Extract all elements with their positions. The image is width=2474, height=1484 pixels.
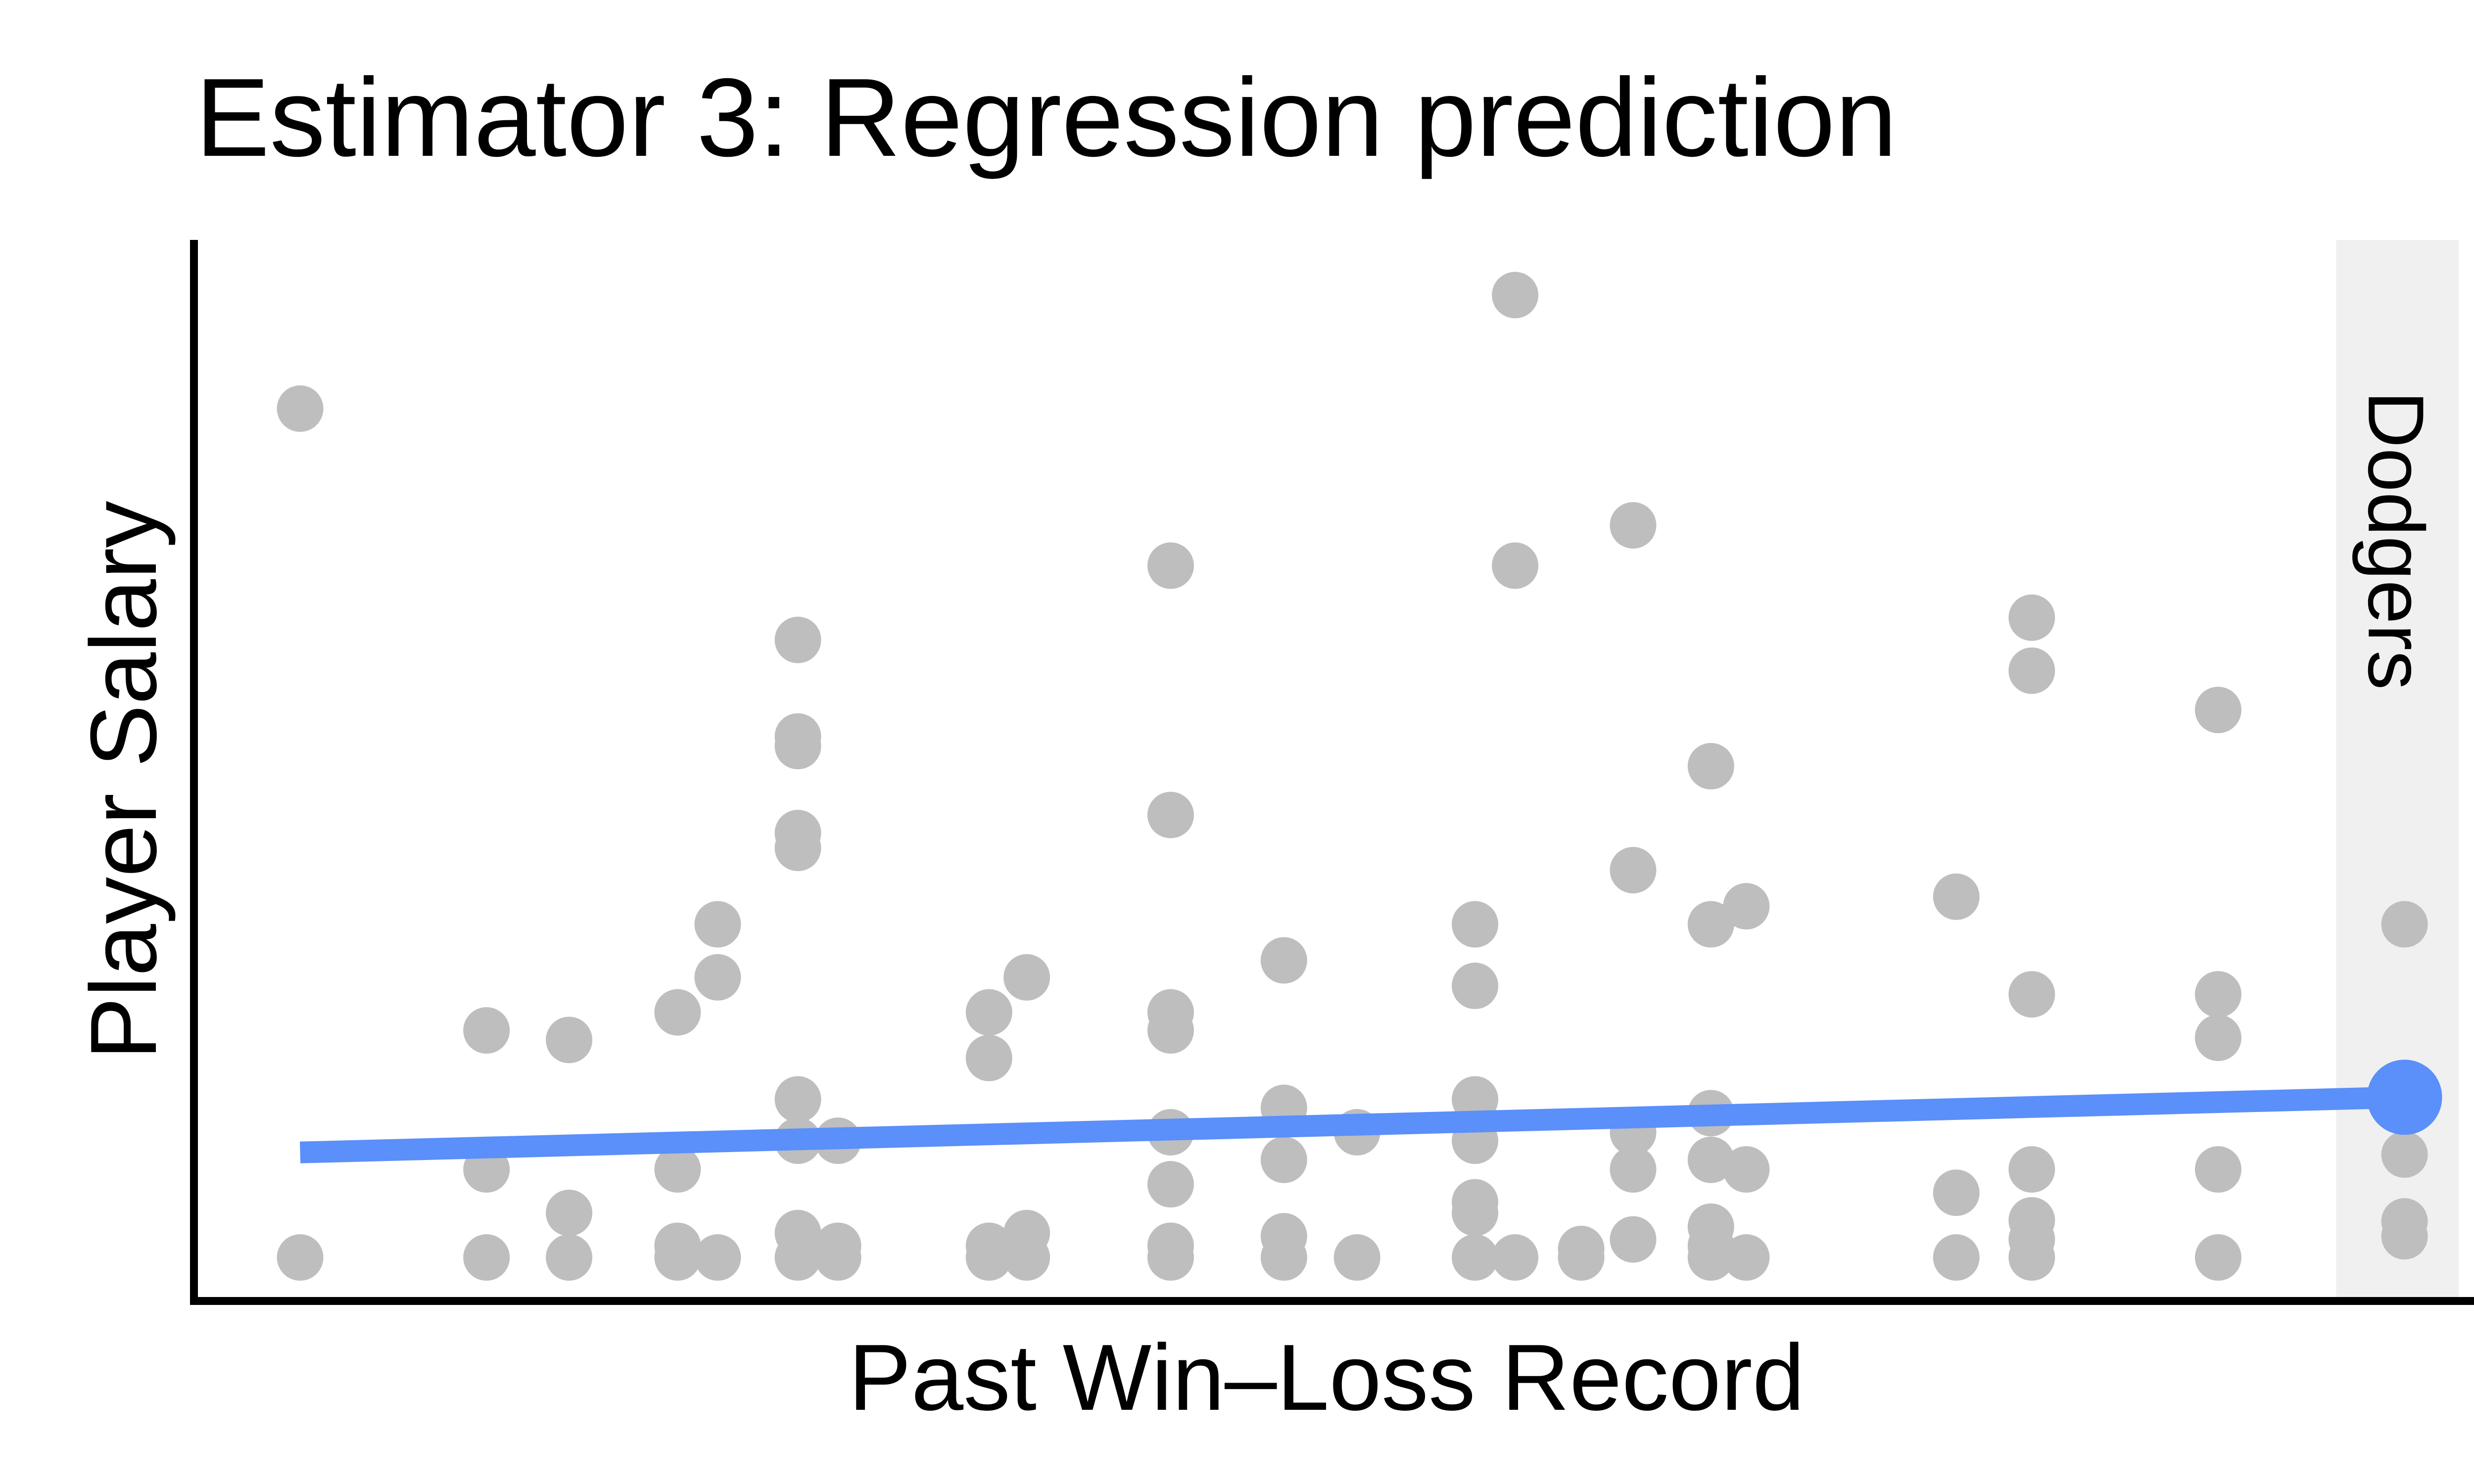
data-point [2008,594,2055,641]
data-point [774,1076,821,1123]
data-point [2194,1234,2241,1281]
data-point [654,989,701,1036]
data-point [2194,687,2241,734]
data-point [1260,1234,1307,1281]
data-point [2381,1213,2428,1260]
data-point [2381,1131,2428,1178]
data-point [1260,1136,1307,1183]
data-point [463,1234,510,1281]
data-point [2008,971,2055,1018]
regression-line [299,1086,2405,1163]
data-point [965,1234,1012,1281]
data-point [1610,1146,1657,1193]
data-point [1333,1234,1380,1281]
data-point [1003,1234,1050,1281]
data-point [774,723,821,770]
data-point [774,825,821,872]
data-point [1610,847,1657,894]
data-point [1933,1234,1980,1281]
data-point [694,901,741,948]
data-point [2194,1146,2241,1193]
data-point [694,954,741,1001]
data-point [1147,1234,1194,1281]
data-point [2194,1015,2241,1062]
data-point [1452,1189,1499,1236]
data-point [546,1017,593,1064]
y-axis-label: Player Salary [71,501,176,1060]
data-point [774,1234,821,1281]
data-point [1492,542,1539,589]
data-point [1147,791,1194,838]
data-point [1610,502,1657,549]
data-point [1452,962,1499,1009]
data-point [2194,971,2241,1018]
chart-title: Estimator 3: Regression prediction [195,55,1897,180]
data-point [1147,1007,1194,1054]
data-point [965,989,1012,1036]
data-point [1610,1216,1657,1263]
data-point [1687,901,1734,948]
data-point [1723,1146,1770,1193]
data-point [1687,742,1734,789]
data-point [2008,647,2055,694]
data-point [1687,1136,1734,1183]
data-point [1558,1234,1605,1281]
data-point [965,1034,1012,1081]
data-point [277,385,324,432]
regression-prediction-point [2367,1060,2442,1135]
data-point [1260,937,1307,984]
data-point [1452,901,1499,948]
data-point [1933,1169,1980,1216]
data-point [2381,901,2428,948]
data-point [1492,1234,1539,1281]
data-point [1452,1234,1499,1281]
data-point [1723,1234,1770,1281]
data-point [774,616,821,663]
data-point [546,1234,593,1281]
data-point [1492,272,1539,319]
data-point [1687,1234,1734,1281]
data-point [814,1234,861,1281]
data-point [694,1234,741,1281]
data-point [2008,1234,2055,1281]
data-point [1147,542,1194,589]
x-axis-label: Past Win–Loss Record [849,1325,1805,1430]
data-point [654,1146,701,1193]
data-point [546,1189,593,1236]
data-point [1003,954,1050,1001]
data-point [654,1234,701,1281]
data-points [277,272,2428,1281]
dodgers-band-label: Dodgers [2352,391,2440,690]
data-point [2008,1146,2055,1193]
data-point [1933,873,1980,920]
data-point [277,1234,324,1281]
data-point [1147,1161,1194,1208]
data-point [1723,883,1770,930]
data-point [463,1007,510,1054]
